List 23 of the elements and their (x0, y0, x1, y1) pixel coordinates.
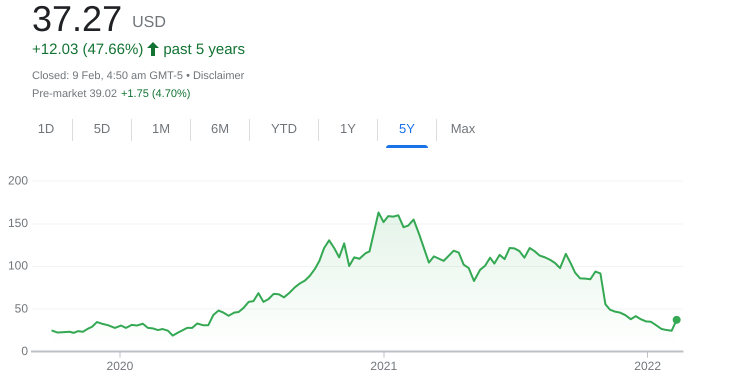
y-tick-label: 0 (21, 344, 28, 358)
text: Max (450, 121, 476, 136)
text: USD (132, 14, 166, 32)
text: 6M (210, 121, 230, 136)
text: 1Y (340, 121, 356, 136)
text: 1M (152, 121, 170, 136)
y-tick-label: 100 (8, 258, 28, 273)
x-tick-label: 2020 (106, 359, 134, 374)
text: YTD (271, 121, 297, 136)
text: Closed: 9 Feb, 4:50 am GMT-5 • Disclaimer (32, 70, 244, 82)
text: +1.75 (4.70%) (120, 88, 190, 100)
y-tick-label: 50 (14, 301, 28, 316)
chart-title: 37.27 (32, 0, 122, 40)
x-tick-label: 2021 (370, 359, 398, 374)
y-tick-label: 200 (8, 174, 28, 188)
y-tick-label: 150 (8, 216, 28, 230)
text: Pre-market 39.02 (32, 88, 117, 100)
text: past 5 years (163, 41, 246, 58)
text: 1D (38, 121, 54, 136)
text: 5D (94, 121, 110, 136)
x-tick-label: 2022 (634, 359, 662, 374)
text: 5Y (399, 121, 415, 136)
text: +12.03 (47.66%) (32, 41, 144, 58)
